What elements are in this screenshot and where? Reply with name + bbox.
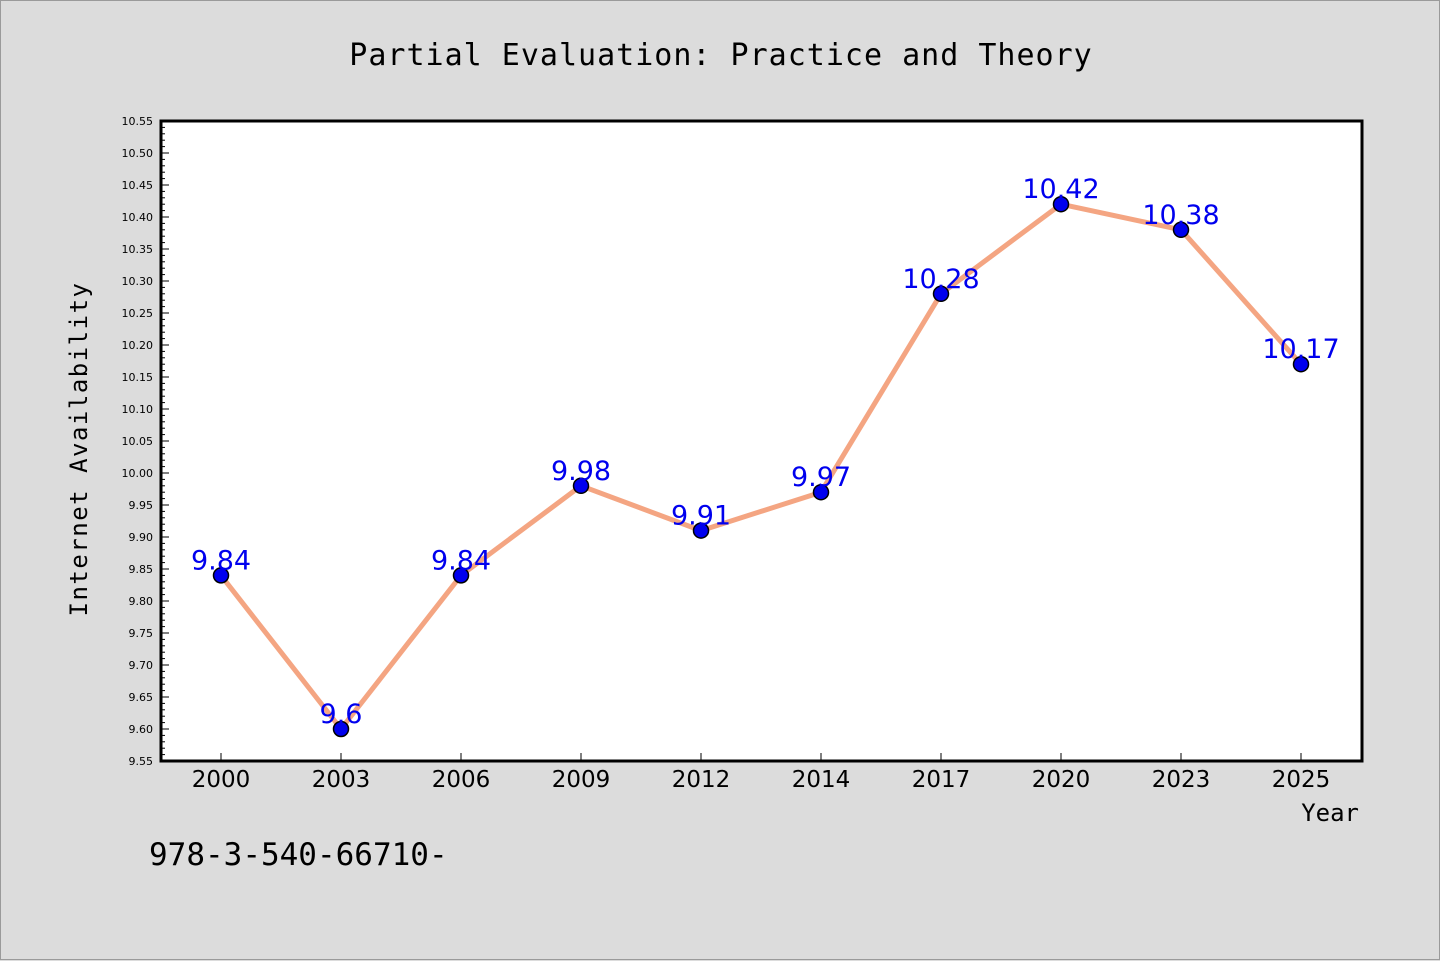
x-axis-label: Year <box>1301 799 1359 827</box>
data-label: 9.84 <box>191 545 251 576</box>
y-tick-label: 10.15 <box>122 371 154 384</box>
x-tick-label: 2009 <box>552 767 611 793</box>
x-tick-label: 2003 <box>312 767 371 793</box>
data-label: 10.17 <box>1262 334 1339 365</box>
data-point <box>1052 195 1070 213</box>
x-tick-label: 2000 <box>192 767 251 793</box>
x-tick-label: 2017 <box>912 767 971 793</box>
y-tick-label: 9.95 <box>129 499 154 512</box>
x-tick-label: 2012 <box>672 767 731 793</box>
x-tick-label: 2023 <box>1152 767 1211 793</box>
data-label: 9.98 <box>551 456 611 487</box>
data-label: 9.84 <box>431 545 491 576</box>
data-label: 9.91 <box>671 501 731 532</box>
y-tick-label: 9.90 <box>129 531 154 544</box>
data-point <box>692 522 710 539</box>
data-point <box>812 483 830 501</box>
y-tick-label: 10.05 <box>122 435 154 448</box>
y-tick-label: 10.25 <box>122 307 154 320</box>
y-tick-label: 9.55 <box>129 755 154 768</box>
y-tick-label: 9.60 <box>129 723 154 736</box>
y-tick-label: 9.80 <box>129 595 154 608</box>
x-tick-label: 2006 <box>432 767 491 793</box>
x-tick-label: 2020 <box>1032 767 1091 793</box>
footer-isbn: 978-3-540-66710- <box>149 837 448 873</box>
y-tick-label: 10.00 <box>122 467 154 480</box>
x-tick-label: 2025 <box>1272 767 1331 793</box>
data-point <box>212 567 230 584</box>
data-point <box>572 477 590 495</box>
data-label: 10.38 <box>1142 200 1219 231</box>
y-tick-label: 9.85 <box>129 563 154 576</box>
y-tick-label: 9.70 <box>129 659 154 672</box>
y-axis-label: Internet Availability <box>65 282 93 617</box>
y-tick-label: 10.40 <box>122 211 154 224</box>
y-axis: 9.55 9.60 9.65 9.70 9.75 9.80 9.85 9.90 9.95 10.0… <box>122 115 169 768</box>
data-label: 9.97 <box>791 462 851 493</box>
series-layer: 9.84 9.6 9.84 9.98 9.91 9.97 10.28 10.42 10.38 10… <box>191 174 1340 738</box>
x-tick-label: 2014 <box>792 767 851 793</box>
data-label: 10.28 <box>902 264 979 295</box>
y-tick-label: 9.75 <box>129 627 154 640</box>
data-label: 9.6 <box>320 699 363 730</box>
data-point <box>332 720 350 738</box>
series-line <box>218 201 1304 732</box>
y-tick-label: 10.50 <box>122 147 154 160</box>
y-tick-label: 10.10 <box>122 403 154 416</box>
y-tick-label: 10.30 <box>122 275 154 288</box>
data-point <box>1292 355 1310 373</box>
x-axis: 2000 2003 2006 2009 2012 2014 2017 2020 2023 2025 <box>192 753 1331 793</box>
y-tick-label: 10.45 <box>122 179 154 192</box>
data-label: 10.42 <box>1022 174 1099 205</box>
y-tick-label: 10.35 <box>122 243 154 256</box>
data-point <box>452 567 470 584</box>
y-tick-label: 9.65 <box>129 691 154 704</box>
y-tick-label: 10.20 <box>122 339 154 352</box>
y-tick-label: 10.55 <box>122 115 154 128</box>
chart-title: Partial Evaluation: Practice and Theory <box>349 38 1092 73</box>
data-point <box>932 285 950 303</box>
data-point <box>1172 221 1190 239</box>
